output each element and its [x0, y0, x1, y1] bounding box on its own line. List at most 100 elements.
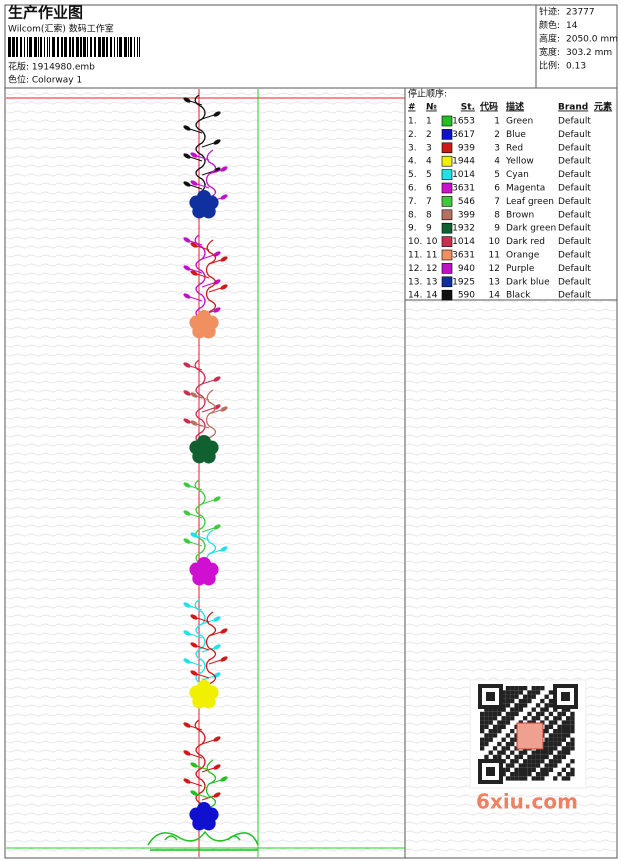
cell: 2	[494, 130, 500, 140]
qr-cell	[488, 729, 493, 734]
bar	[130, 37, 132, 57]
cell: Default	[558, 197, 591, 207]
swatch	[441, 196, 453, 207]
cell: Dark red	[506, 237, 545, 247]
qr-cell	[484, 754, 489, 760]
stem	[196, 617, 210, 623]
qr-cell	[480, 711, 485, 717]
qr-cell	[570, 716, 575, 721]
column-header: #	[408, 103, 416, 113]
qr-cell	[557, 737, 562, 742]
qr-cell	[548, 724, 554, 729]
qr-cell	[544, 767, 549, 772]
qr-cell	[527, 772, 532, 777]
leaf	[213, 139, 221, 145]
qr-cell	[510, 690, 515, 695]
qr-cell	[544, 750, 549, 755]
qr-cell	[505, 754, 511, 760]
leaf	[183, 125, 191, 131]
stem	[189, 128, 203, 134]
stem	[208, 549, 222, 555]
cell: 940	[458, 264, 475, 274]
qr-cell	[488, 737, 493, 742]
qr-cell	[514, 711, 519, 717]
qr-cell	[518, 772, 523, 777]
bar	[44, 37, 45, 57]
qr-cell	[566, 724, 571, 729]
cell: Default	[558, 130, 591, 140]
cell: Default	[558, 237, 591, 247]
qr-cell	[570, 741, 575, 747]
leaf	[190, 532, 198, 538]
qr-cell	[501, 750, 506, 755]
qr-cell	[523, 763, 528, 768]
qr-cell	[505, 690, 511, 695]
qr-cell	[518, 703, 523, 708]
qr-cell	[492, 707, 498, 712]
cell: 12	[426, 264, 437, 274]
column-header: St.	[461, 103, 475, 113]
qr-cell	[518, 690, 523, 695]
qr-cell	[484, 716, 489, 721]
cell: 6	[494, 184, 500, 194]
qr-cell	[553, 720, 558, 725]
cell: 11	[489, 251, 500, 261]
stem	[201, 254, 215, 260]
cell: Purple	[506, 264, 535, 274]
column-header: 元素	[594, 101, 612, 113]
qr-cell	[566, 776, 571, 781]
cell: Blue	[506, 130, 526, 140]
stat-value: 23777	[566, 8, 595, 18]
qr-cell	[566, 729, 571, 734]
stat-label: 针迹:	[539, 6, 560, 18]
leaf	[220, 776, 228, 782]
swatch	[441, 115, 453, 127]
qr-logo	[516, 722, 544, 750]
swatch	[441, 155, 453, 167]
qr-cell	[557, 754, 562, 760]
qr-cell	[544, 729, 549, 734]
leaf	[183, 418, 191, 424]
stem	[201, 282, 215, 288]
qr-cell	[553, 737, 558, 742]
qr-cell	[540, 776, 545, 781]
qr-cell	[497, 707, 502, 712]
swatch	[441, 276, 453, 288]
stem	[189, 365, 203, 371]
cell: 8	[426, 210, 432, 220]
qr-cell	[510, 759, 515, 764]
stem	[189, 240, 203, 246]
qr-cell	[540, 707, 545, 712]
qr-cell	[566, 772, 571, 777]
stem	[196, 395, 210, 401]
qr-cell	[510, 741, 515, 747]
leaf	[213, 792, 221, 798]
cell: 9	[494, 224, 500, 234]
stem	[208, 779, 222, 785]
bar	[34, 37, 37, 57]
stem	[196, 273, 210, 279]
qr-cell	[548, 690, 554, 695]
swatch	[441, 289, 453, 301]
leaf	[213, 616, 221, 622]
qr-cell	[535, 750, 541, 755]
qr-cell	[505, 733, 511, 738]
qr-cell	[518, 750, 523, 755]
qr-cell	[501, 690, 506, 695]
qr-cell	[505, 720, 511, 725]
vine	[194, 599, 206, 685]
qr-cell	[480, 724, 485, 729]
flower-center	[199, 690, 209, 700]
bar	[29, 37, 32, 57]
qr-cell	[514, 772, 519, 777]
bar	[110, 37, 112, 57]
leaf	[190, 270, 198, 276]
stat-label: 高度:	[539, 33, 560, 45]
stem	[189, 725, 203, 731]
qr-cell	[505, 767, 511, 772]
qr-cell	[501, 759, 506, 764]
stem	[208, 409, 222, 415]
qr-cell	[561, 724, 566, 729]
stem	[201, 739, 215, 745]
